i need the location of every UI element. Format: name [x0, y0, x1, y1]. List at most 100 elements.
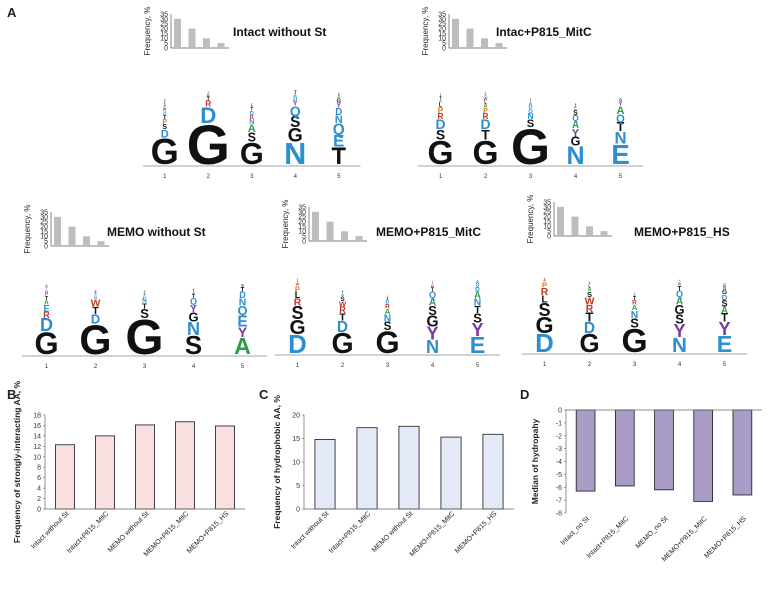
- logo-residue: F: [193, 288, 194, 290]
- data-bar: [440, 436, 462, 510]
- logo-residue: A: [234, 333, 251, 359]
- position-label: 1: [296, 363, 300, 369]
- category-label: MEMO without St: [371, 510, 414, 553]
- frequency-bar: [54, 216, 61, 246]
- logo-residue: A: [676, 297, 684, 308]
- panel-label-c: C: [259, 387, 269, 402]
- position-label: 3: [529, 174, 533, 180]
- logo-residue: T: [575, 104, 577, 108]
- logo-residue: L: [342, 290, 343, 292]
- logo-residue: T: [439, 95, 442, 100]
- logo-residue: Y: [190, 304, 197, 315]
- logo-residue: P: [162, 119, 167, 126]
- logo-residue: S: [384, 320, 392, 333]
- y-tick-label: 14: [33, 433, 41, 440]
- position-label: 2: [484, 174, 488, 180]
- frequency-bar: [571, 216, 579, 236]
- logo-residue: T: [45, 296, 49, 302]
- logo-residue: S: [340, 296, 345, 303]
- logo-panel-5: Frequency, % 05101520253035MEMO+P815_HSDG…: [522, 195, 747, 368]
- logo-residue: Y: [544, 278, 545, 280]
- logo-residue: Y: [238, 325, 248, 341]
- logo-residue: G: [426, 313, 438, 330]
- logo-residue: N: [249, 119, 254, 126]
- category-label: MEMO+P815_MitC: [409, 510, 457, 558]
- logo-residue: G: [476, 280, 478, 284]
- bar-chart-b: Frequency of strongly-interacting AA, % 0…: [12, 380, 245, 558]
- logo-title: Intac+P815_MitC: [496, 25, 592, 39]
- y-tick-label: 5: [547, 229, 551, 236]
- logo-residue: G: [535, 312, 553, 338]
- category-label: Intact+P815_MitC: [328, 510, 372, 554]
- y-tick-label: 4: [37, 486, 41, 493]
- logo-residue: A: [164, 103, 166, 107]
- logo-residue: G: [331, 328, 353, 360]
- logo-residue: N: [474, 298, 481, 309]
- logo-residue: N: [672, 334, 687, 357]
- y-tick-label: 15: [160, 31, 168, 38]
- logo-title: MEMO+P815_HS: [634, 225, 730, 239]
- y-tick-label: 0: [547, 233, 551, 240]
- position-label: 3: [143, 364, 147, 370]
- logo-residue: R: [586, 304, 594, 315]
- logo-residue: A: [439, 99, 442, 104]
- logo-residue: N: [614, 129, 626, 148]
- logo-residue: R: [339, 305, 346, 315]
- logo-residue: R: [632, 300, 637, 307]
- logo-residue: Q: [678, 280, 680, 284]
- logo-residue: E: [470, 332, 486, 358]
- logo-residue: Q: [45, 288, 48, 293]
- y-tick-label: 0: [442, 45, 446, 52]
- frequency-bar: [355, 236, 363, 241]
- logo-panel-2: Frequency, % 05101520253035Intac+P815_Mit…: [418, 7, 643, 180]
- logo-residue: A: [632, 303, 638, 312]
- logo-residue: Q: [333, 121, 345, 138]
- logo-residue: P: [45, 292, 49, 298]
- logo-residue: W: [543, 279, 546, 283]
- logo-residue: T: [207, 96, 211, 102]
- logo-residue: A: [721, 305, 728, 315]
- logo-residue: V: [387, 296, 388, 298]
- logo-residue: W: [585, 297, 595, 308]
- logo-residue: S: [95, 289, 97, 293]
- category-label: MEMO+P815_MitC: [143, 510, 191, 558]
- logo-residue: A: [44, 300, 49, 307]
- logo-residue: R: [385, 303, 390, 310]
- logo-residue: A: [483, 104, 487, 110]
- logo-residue: N: [384, 314, 391, 325]
- logo-panel-4: Frequency, % 05101520253035MEMO+P815_MitC…: [275, 200, 500, 369]
- logo-residue: Y: [46, 286, 48, 290]
- logo-residue: D: [288, 331, 307, 359]
- y-tick-label: 0: [296, 507, 300, 514]
- logo-residue: S: [473, 311, 482, 326]
- logo-residue: G: [187, 114, 230, 176]
- logo-residue: G: [34, 326, 58, 361]
- y-tick-label: 5: [302, 234, 306, 241]
- chart-ylabel: Frequency of hydrophobic AA, %: [272, 395, 282, 529]
- bar-panels: Frequency of strongly-interacting AA, % 0…: [12, 380, 762, 563]
- y-tick-label: 25: [40, 219, 48, 226]
- logo-residue: S: [587, 290, 592, 299]
- logo-residue: P: [438, 105, 444, 115]
- logo-residue: N: [335, 114, 343, 126]
- logo-residue: Y: [718, 319, 730, 339]
- logo-residue: S: [675, 312, 684, 327]
- frequency-bar: [600, 231, 608, 236]
- logo-residue: G: [722, 289, 727, 296]
- logo-residue: Q: [94, 293, 96, 297]
- logo-residue: G: [621, 323, 647, 360]
- logo-residue: D: [480, 116, 490, 132]
- y-tick-label: 20: [292, 413, 300, 420]
- bar-chart-d: Median of hydropahy0-1-2-3-4-5-6-7-8Inta…: [530, 408, 762, 563]
- logo-residue: W: [91, 299, 101, 310]
- y-tick-label: 15: [298, 224, 306, 231]
- logo-residue: D: [250, 111, 254, 117]
- y-tick-label: 5: [296, 483, 300, 490]
- position-label: 5: [241, 364, 245, 370]
- logo-residue: G: [125, 311, 163, 365]
- y-tick-label: 25: [298, 214, 306, 221]
- logo-residue: A: [294, 92, 297, 97]
